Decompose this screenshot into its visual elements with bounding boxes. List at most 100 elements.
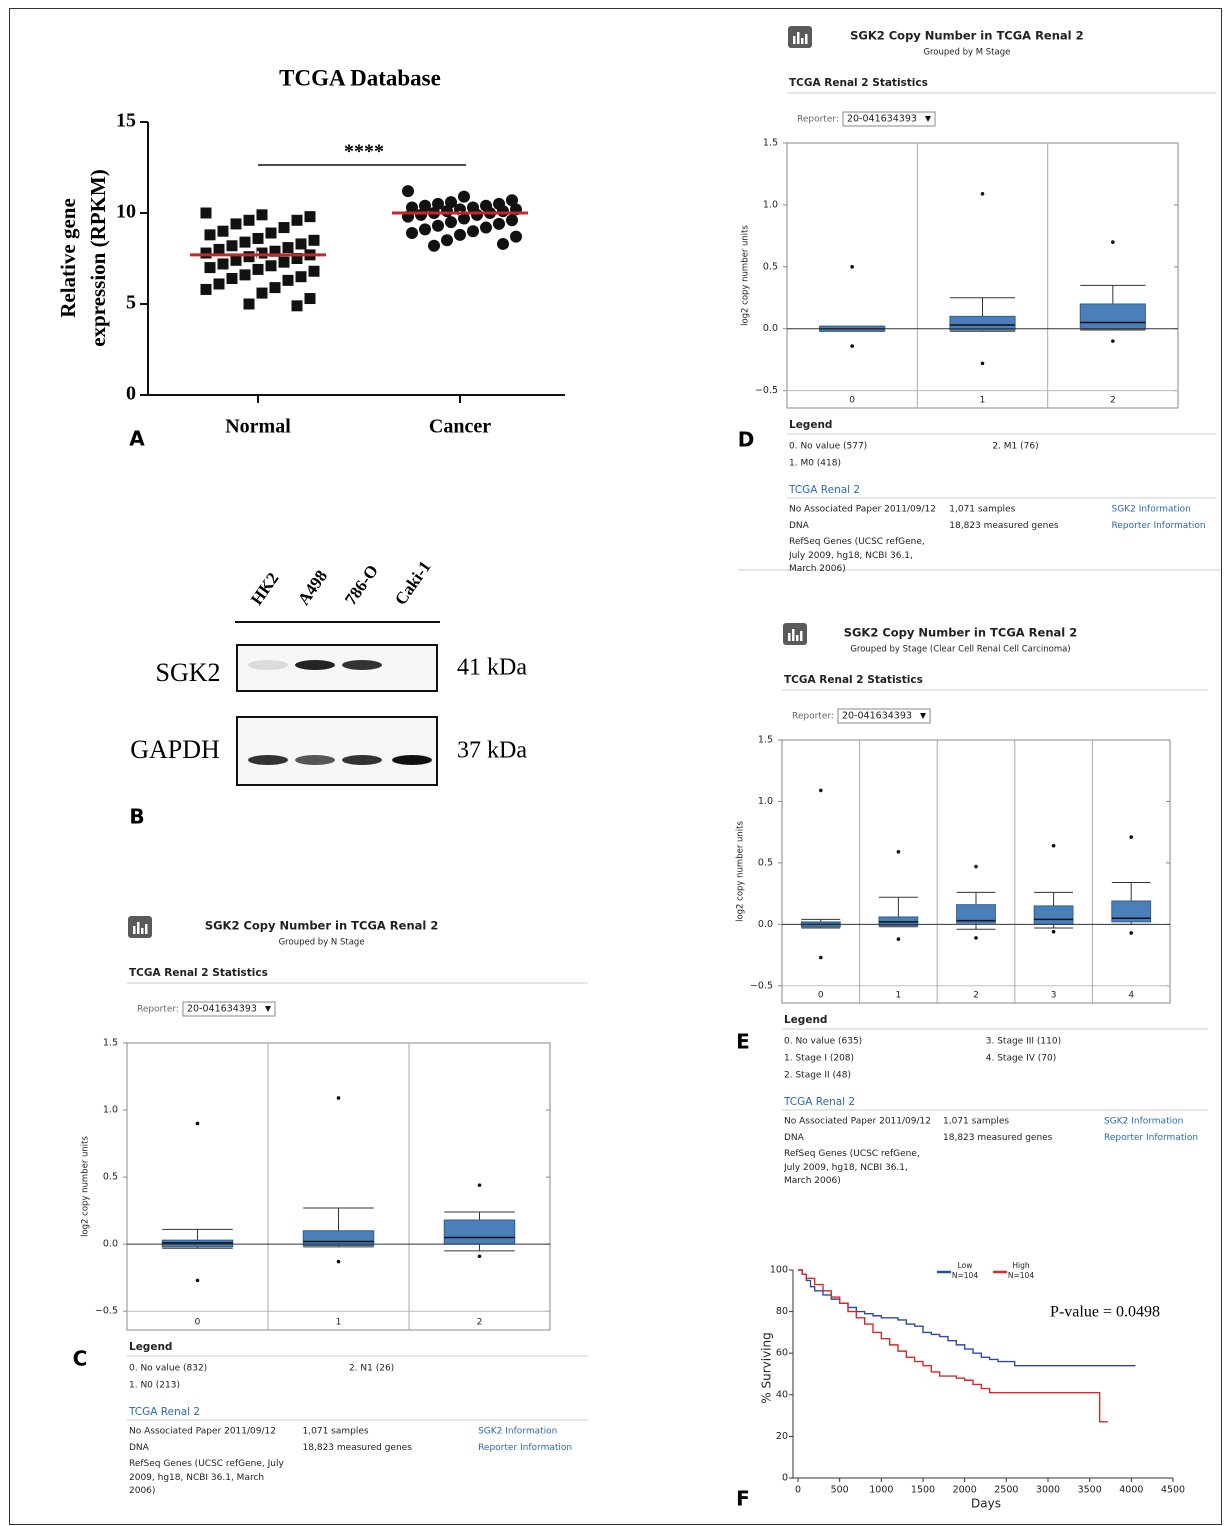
lane-label: HK2 (247, 569, 283, 609)
legend-item: 0. No value (635) (784, 1037, 862, 1047)
data-point (205, 262, 216, 273)
legend-n: N=104 (1008, 1271, 1034, 1280)
outlier (974, 865, 978, 869)
x-tick-label: 2500 (994, 1485, 1018, 1496)
legend-item: 1. N0 (213) (129, 1381, 180, 1391)
data-point (231, 218, 242, 229)
x-tick-label: 4 (1128, 991, 1134, 1001)
data-point (296, 238, 307, 249)
icon-bar (788, 633, 791, 641)
reporter-label: Reporter: (792, 712, 834, 722)
info-link[interactable]: SGK2 Information (1104, 1117, 1183, 1127)
panel-label: E (736, 1030, 750, 1054)
band (392, 755, 432, 765)
info-link[interactable]: Reporter Information (478, 1443, 572, 1453)
info-text: 1,071 samples (303, 1427, 369, 1437)
x-tick-label: 2 (477, 1318, 483, 1328)
blot-frame (237, 717, 437, 785)
x-tick-label: 3500 (1078, 1485, 1102, 1496)
reporter-value: 20-041634393 (847, 114, 917, 125)
panel-label: A (129, 427, 145, 451)
band-size: 37 kDa (457, 738, 527, 764)
significance: **** (344, 141, 384, 163)
reporter-value: 20-041634393 (842, 711, 912, 722)
outlier (1111, 339, 1115, 343)
info-text: 1,071 samples (943, 1117, 1009, 1127)
data-point (419, 223, 431, 235)
data-point (283, 242, 294, 253)
y-tick-label: 1.5 (763, 138, 778, 149)
icon (788, 26, 812, 48)
dataset-note-text: RefSeq Genes (UCSC refGene, July 2009, h… (789, 536, 938, 577)
data-point (244, 251, 255, 262)
lane-label: 786-O (341, 561, 382, 608)
data-point (432, 220, 444, 232)
y-axis-label: expression (RPKM) (86, 169, 110, 347)
x-tick-label: 2000 (953, 1485, 977, 1496)
y-tick-label: 0 (782, 1473, 788, 1484)
info-link[interactable]: SGK2 Information (478, 1427, 557, 1437)
dataset-title[interactable]: TCGA Renal 2 (128, 1406, 200, 1418)
y-tick-label: 1.0 (763, 199, 778, 210)
data-point (257, 209, 268, 220)
data-point (497, 238, 509, 250)
outlier (337, 1096, 341, 1100)
y-axis-label: log2 copy number units (81, 1136, 91, 1237)
legend-item: 0. No value (832) (129, 1364, 207, 1374)
dataset-note: RefSeq Genes (UCSC refGene, July 2009, h… (784, 1148, 931, 1194)
legend-item: 2. N1 (26) (349, 1364, 394, 1374)
data-point (458, 191, 470, 203)
y-tick-label: 0.5 (763, 261, 778, 272)
info-text: No Associated Paper 2011/09/12 (784, 1117, 931, 1127)
y-tick-label: 0 (126, 383, 136, 405)
x-tick-label: 3000 (1036, 1485, 1060, 1496)
chart-subtitle: Grouped by M Stage (923, 48, 1010, 58)
data-point (253, 264, 264, 275)
section-title: TCGA Renal 2 Statistics (784, 674, 923, 686)
box (1034, 906, 1073, 924)
icon-bar (800, 631, 803, 641)
data-point (493, 218, 505, 230)
y-tick-label: 0.0 (758, 919, 773, 930)
data-point (305, 211, 316, 222)
icon-bar (141, 928, 144, 934)
x-tick-label: 0 (818, 991, 824, 1001)
panel-label: B (129, 805, 144, 829)
info-link[interactable]: Reporter Information (1104, 1133, 1198, 1143)
outlier (337, 1260, 341, 1264)
lane-label: A498 (294, 567, 331, 609)
legend-label: High (1012, 1261, 1029, 1270)
legend-label: Low (958, 1261, 973, 1270)
info-link[interactable]: SGK2 Information (1112, 505, 1191, 515)
data-point (497, 205, 509, 217)
data-point (244, 299, 255, 310)
box (950, 316, 1015, 330)
y-tick-label: −0.5 (755, 385, 778, 396)
legend-item: 1. M0 (418) (789, 459, 841, 469)
info-text: 18,823 measured genes (303, 1443, 413, 1453)
y-tick-label: 15 (116, 110, 136, 132)
chart-subtitle: Grouped by Stage (Clear Cell Renal Cell … (850, 645, 1070, 655)
chart-title: TCGA Database (279, 65, 441, 90)
info-text: 18,823 measured genes (943, 1133, 1053, 1143)
data-point (257, 288, 268, 299)
legend-item: 1. Stage I (208) (784, 1054, 854, 1064)
outlier (1052, 930, 1056, 934)
info-link[interactable]: Reporter Information (1112, 521, 1206, 531)
data-point (428, 240, 440, 252)
box (303, 1231, 374, 1246)
x-tick-label: 1 (336, 1318, 342, 1328)
y-tick-label: 1.5 (103, 1038, 118, 1049)
chart-title: SGK2 Copy Number in TCGA Renal 2 (850, 29, 1084, 43)
dataset-title[interactable]: TCGA Renal 2 (788, 484, 860, 496)
data-point (240, 237, 251, 248)
data-point (201, 284, 212, 295)
x-tick-label: 4000 (1119, 1485, 1143, 1496)
y-axis-label: log2 copy number units (741, 225, 751, 326)
data-point (309, 235, 320, 246)
info-text: No Associated Paper 2011/09/12 (129, 1427, 276, 1437)
icon-bar (805, 34, 808, 44)
data-point (240, 269, 251, 280)
dataset-title[interactable]: TCGA Renal 2 (783, 1096, 855, 1108)
icon-bar (133, 926, 136, 934)
